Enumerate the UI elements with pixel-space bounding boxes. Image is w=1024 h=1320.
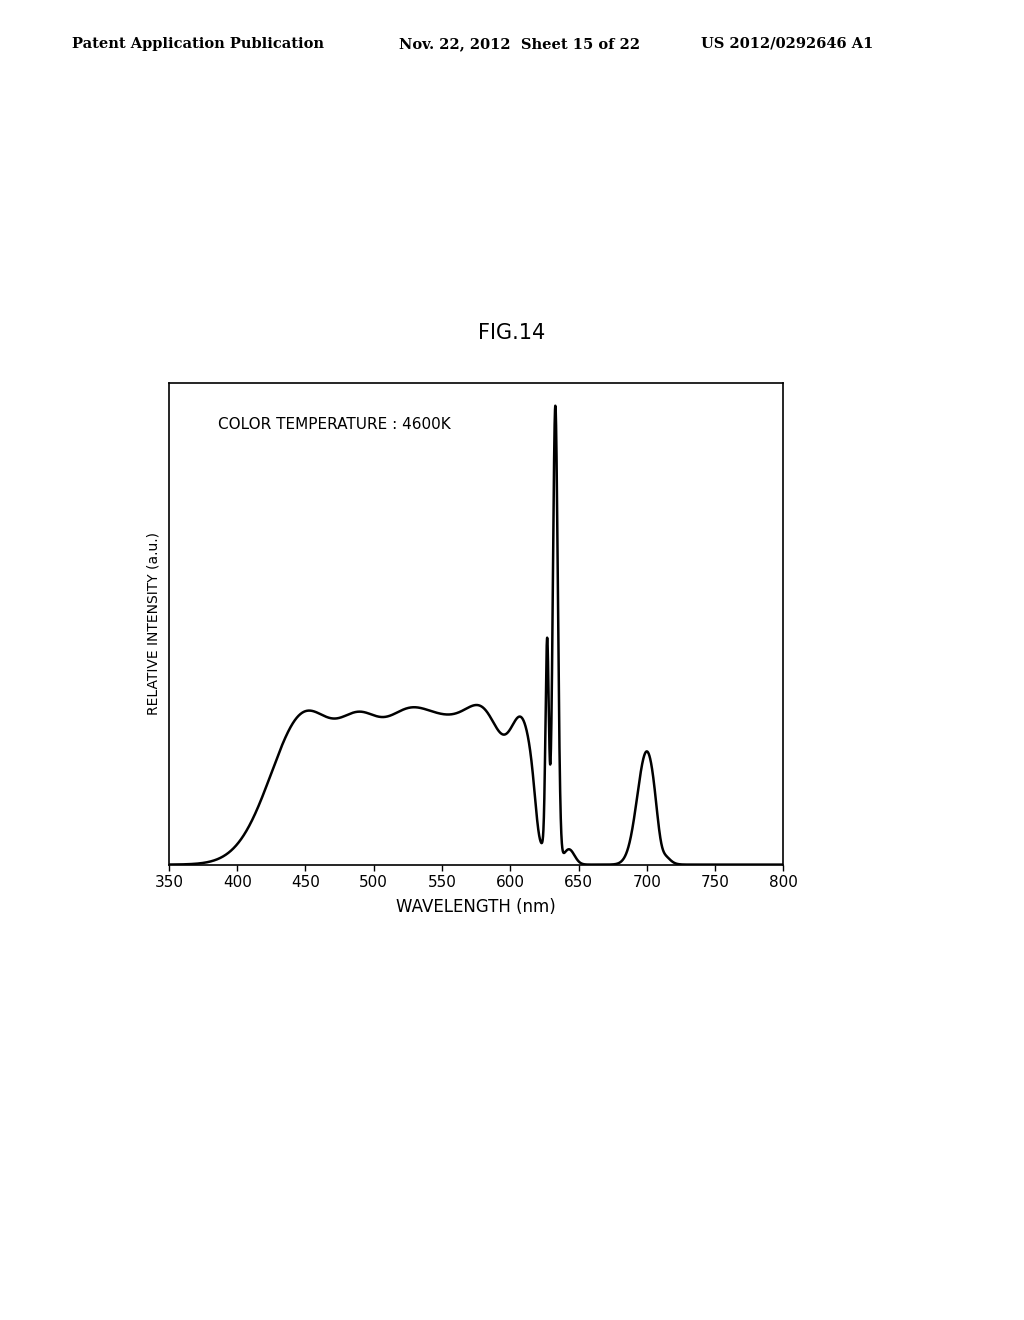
- Text: FIG.14: FIG.14: [478, 323, 546, 343]
- Text: Patent Application Publication: Patent Application Publication: [72, 37, 324, 51]
- X-axis label: WAVELENGTH (nm): WAVELENGTH (nm): [396, 899, 556, 916]
- Y-axis label: RELATIVE INTENSITY (a.u.): RELATIVE INTENSITY (a.u.): [146, 532, 161, 715]
- Text: Nov. 22, 2012  Sheet 15 of 22: Nov. 22, 2012 Sheet 15 of 22: [399, 37, 640, 51]
- Text: US 2012/0292646 A1: US 2012/0292646 A1: [701, 37, 873, 51]
- Text: COLOR TEMPERATURE : 4600K: COLOR TEMPERATURE : 4600K: [218, 417, 451, 432]
